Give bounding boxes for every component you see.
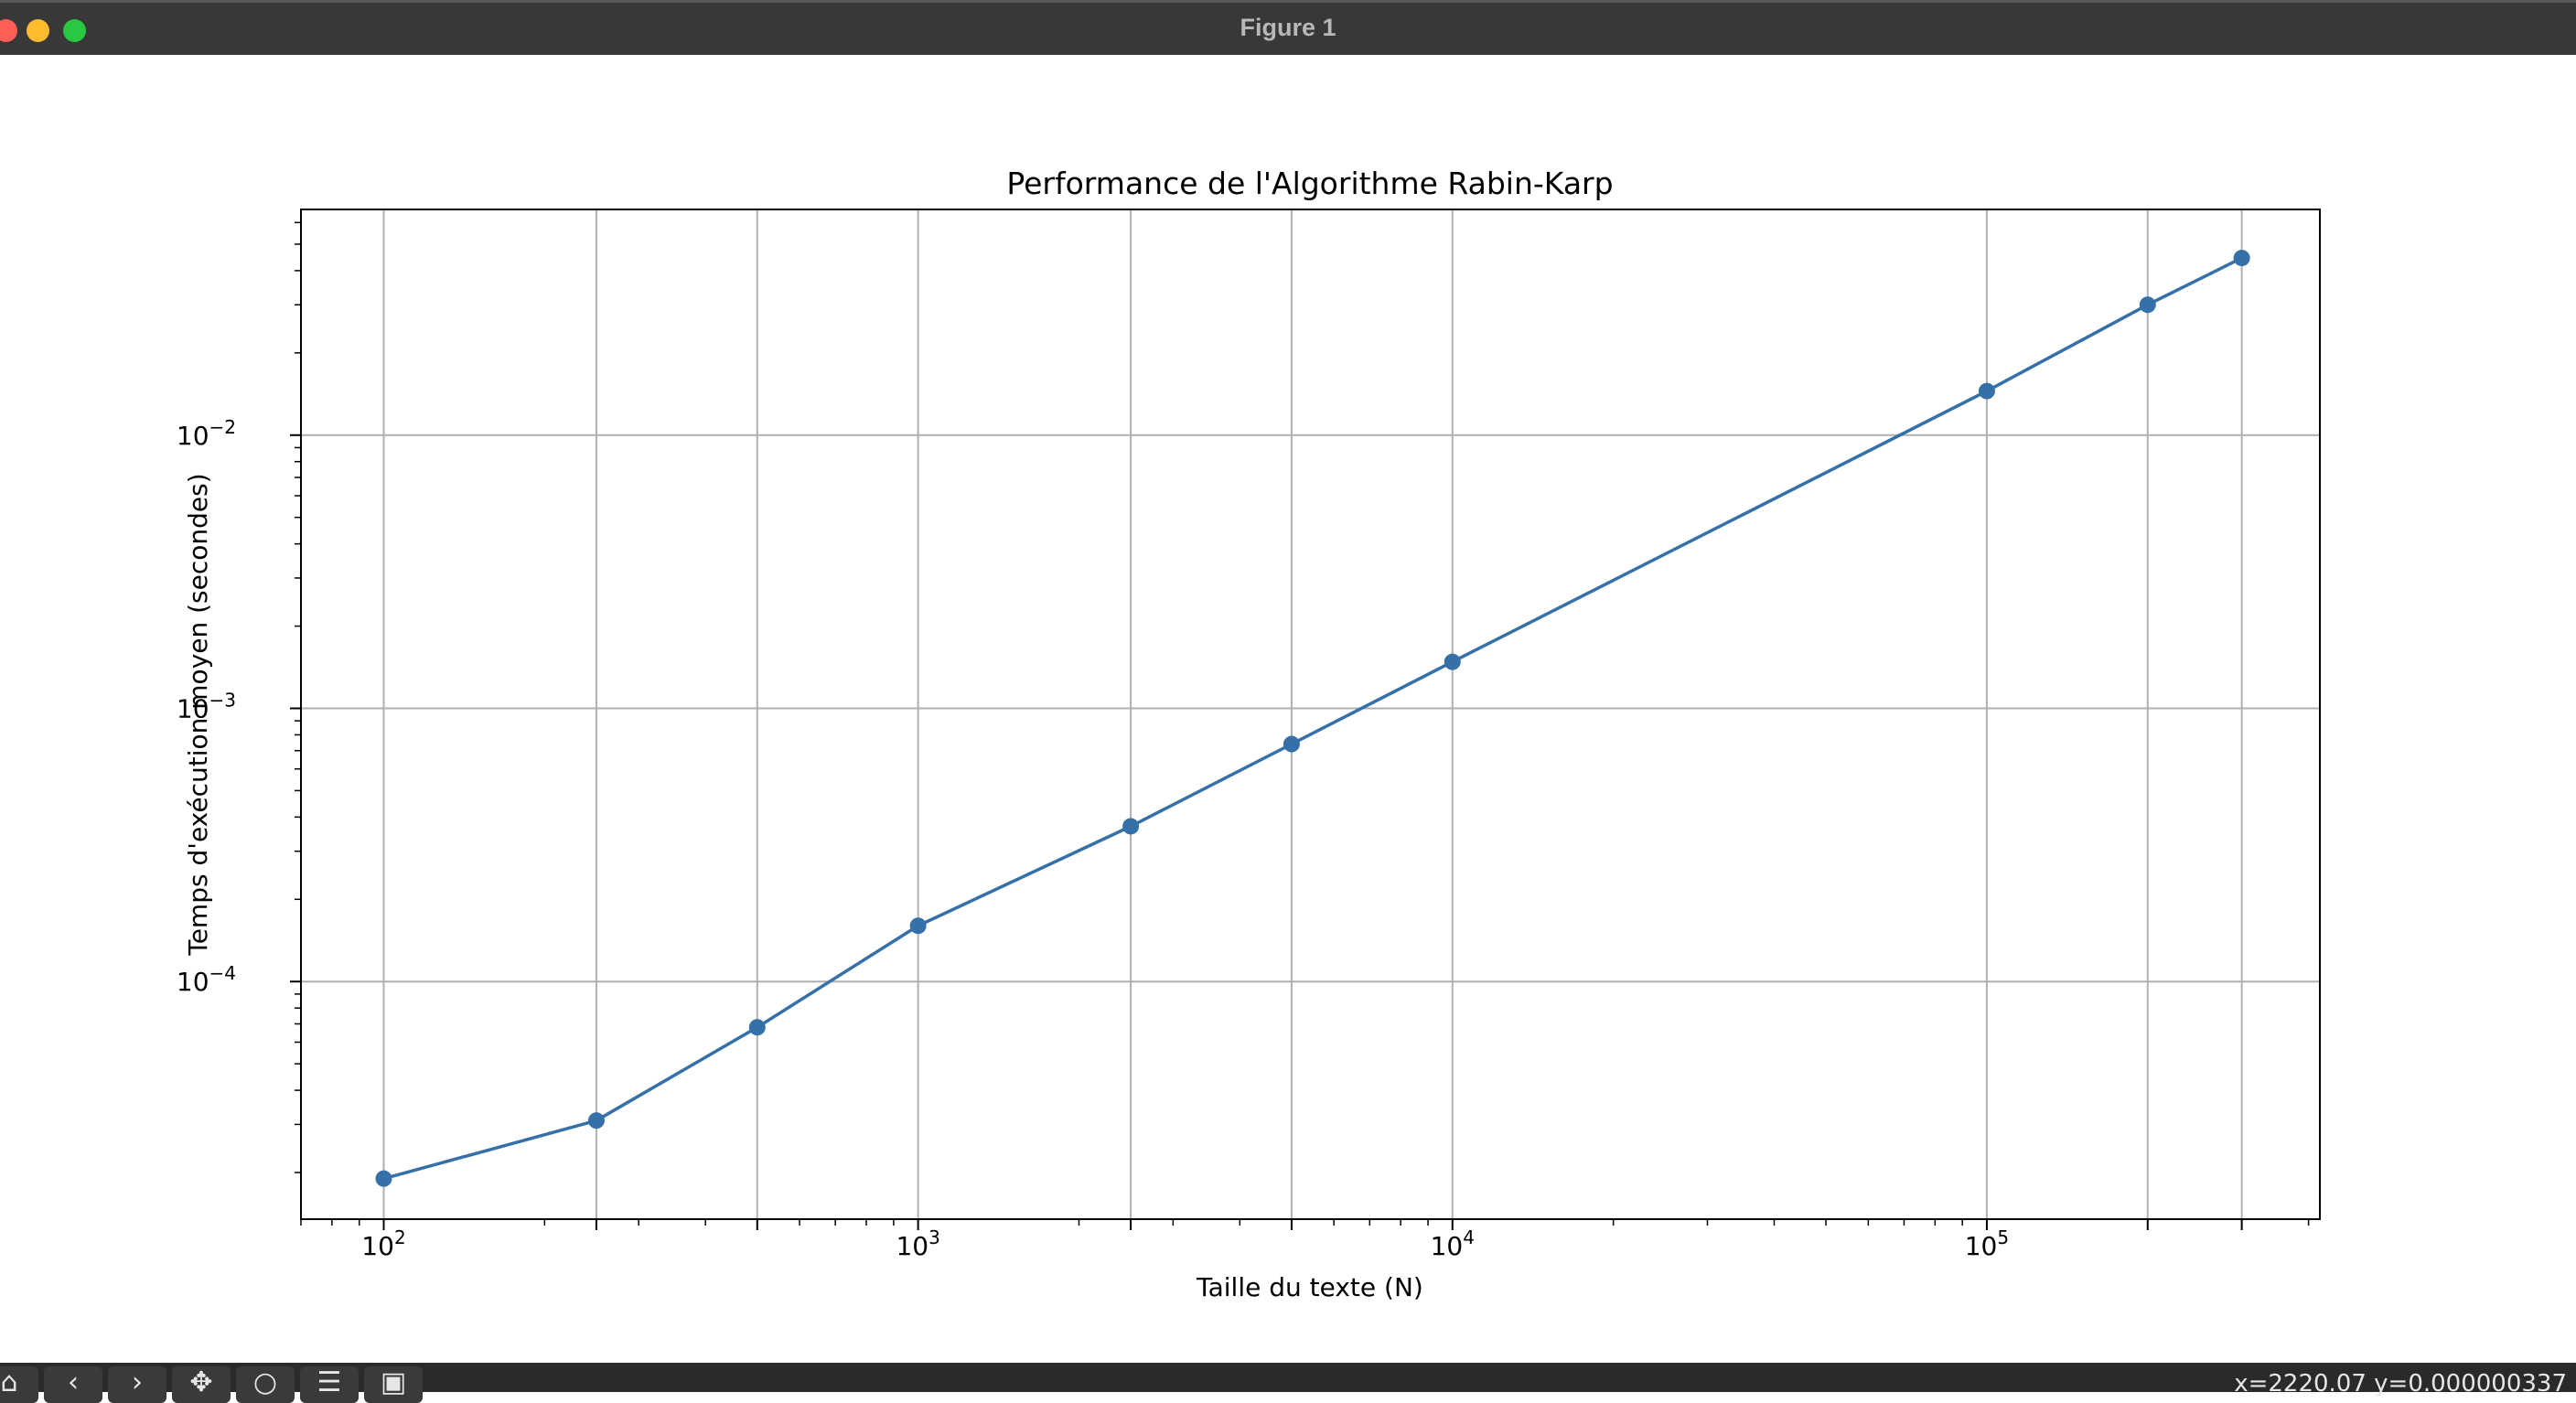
y-tick-label: 10−3 xyxy=(177,689,236,723)
pan-icon[interactable]: ✥ xyxy=(172,1366,231,1403)
cursor-readout: x=2220.07 y=0.000000337 xyxy=(2234,1370,2567,1398)
data-point xyxy=(2139,296,2156,314)
x-tick-label: 104 xyxy=(1431,1226,1475,1261)
home-icon[interactable]: ⌂ xyxy=(0,1366,38,1403)
maximize-window-button[interactable] xyxy=(63,19,86,42)
axes-frame xyxy=(300,209,2321,1220)
y-tick-label: 10−2 xyxy=(177,416,236,451)
x-axis-label: Taille du texte (N) xyxy=(1196,1272,1423,1302)
data-point xyxy=(909,917,927,935)
major-ticks: 102 103 104 105 10−4 10−3 10−2 xyxy=(177,416,2243,1261)
grid xyxy=(301,209,2320,1219)
minor-ticks xyxy=(295,221,2310,1226)
window-titlebar: Figure 1 xyxy=(0,0,2576,55)
data-point xyxy=(1978,382,1995,400)
back-icon[interactable]: ‹ xyxy=(44,1366,102,1403)
y-axis-label: Temps d'exécution moyen (secondes) xyxy=(183,473,213,956)
line-chart: 102 103 104 105 10−4 10−3 10−2 Performance de … xyxy=(177,166,2321,1302)
zoom-icon[interactable]: ○ xyxy=(236,1366,295,1403)
x-tick-label: 105 xyxy=(1965,1226,2009,1261)
data-point xyxy=(587,1112,605,1130)
data-point xyxy=(1122,818,1140,835)
close-window-button[interactable] xyxy=(0,19,17,42)
matplotlib-toolbar: ⌂ ‹ › ✥ ○ ☰ ▣ x=2220.07 y=0.000000337 xyxy=(0,1363,2576,1403)
data-point xyxy=(1283,735,1300,753)
data-point xyxy=(1444,653,1461,670)
y-tick-label: 10−4 xyxy=(177,962,236,997)
series-layer xyxy=(375,250,2250,1187)
save-icon[interactable]: ▣ xyxy=(364,1366,423,1403)
data-point xyxy=(748,1019,766,1036)
minimize-window-button[interactable] xyxy=(27,19,49,42)
configure-icon[interactable]: ☰ xyxy=(300,1366,359,1403)
data-point xyxy=(2233,250,2250,267)
series-line xyxy=(383,256,2243,1181)
window-title: Figure 1 xyxy=(1240,14,1336,41)
x-tick-label: 103 xyxy=(896,1226,939,1261)
x-tick-label: 102 xyxy=(361,1226,405,1261)
data-point xyxy=(375,1170,392,1187)
figure-canvas: 102 103 104 105 10−4 10−3 10−2 Performance de … xyxy=(0,55,2576,1363)
chart-title: Performance de l'Algorithme Rabin-Karp xyxy=(1006,166,1613,201)
forward-icon[interactable]: › xyxy=(108,1366,166,1403)
